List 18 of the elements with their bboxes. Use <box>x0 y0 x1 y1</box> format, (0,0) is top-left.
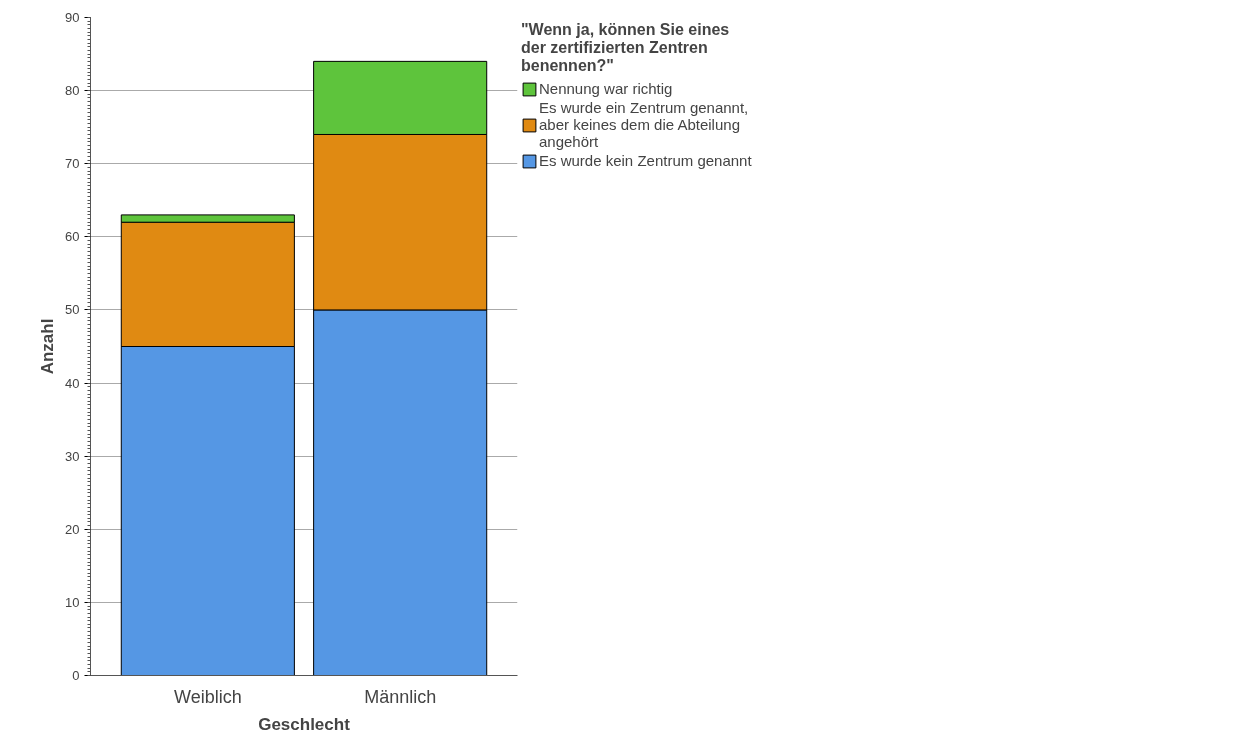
y-tick-label: 60 <box>65 229 80 245</box>
legend-label: Nennung war richtig <box>539 80 673 97</box>
y-tick-label: 10 <box>65 594 80 610</box>
legend-label: Es wurde ein Zentrum genannt, aber keines dem die Abteilung angehört <box>539 99 749 150</box>
y-tick-label: 90 <box>65 10 80 25</box>
y-axis-title: Anzahl <box>38 318 58 375</box>
y-tick-label: 20 <box>65 521 80 537</box>
x-axis-title: Geschlecht <box>258 714 351 734</box>
y-tick-label: 50 <box>65 302 80 318</box>
y-tick-label: 0 <box>72 668 80 683</box>
x-tick-label: Weiblich <box>173 686 242 707</box>
y-tick-label: 30 <box>65 448 80 464</box>
y-tick-label: 80 <box>65 83 80 99</box>
legend-label: Es wurde kein Zentrum genannt <box>539 152 752 169</box>
x-tick-label: Männlich <box>364 686 437 707</box>
y-tick-label: 40 <box>65 375 80 391</box>
y-tick-label: 70 <box>65 156 80 172</box>
legend-title: "Wenn ja, können Sie eines der zertifizierten Zentren benennen?" <box>521 21 731 75</box>
